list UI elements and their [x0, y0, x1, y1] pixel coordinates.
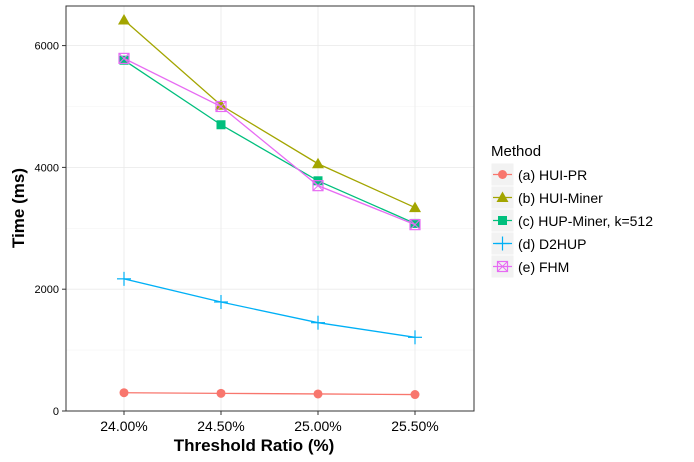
series-line	[123, 278, 416, 338]
legend-item: (c) HUP-Miner, k=512	[490, 208, 653, 233]
legend-marker	[496, 260, 509, 273]
data-point	[311, 315, 325, 330]
x-tick-label: 24.00%	[100, 418, 147, 434]
legend: Method (a) HUI-PR (b) HUI-Miner (c) HUP-Mi…	[490, 143, 653, 279]
series-2	[118, 14, 421, 213]
legend-label: (b) HUI-Miner	[518, 190, 603, 206]
x-tick-label: 24.50%	[197, 418, 244, 434]
data-point	[215, 100, 227, 113]
data-point	[216, 120, 226, 130]
data-point	[312, 157, 324, 169]
y-tick-label: 6000	[35, 41, 59, 53]
data-point	[313, 389, 323, 399]
series-line	[123, 57, 416, 226]
series-line	[123, 19, 416, 209]
data-point	[117, 271, 131, 286]
data-point	[409, 201, 421, 213]
series-5	[118, 52, 421, 231]
x-tick-label: 25.00%	[294, 418, 341, 434]
series-1	[119, 388, 420, 400]
legend-item: (b) HUI-Miner	[490, 185, 603, 210]
data-point	[409, 219, 421, 231]
series-4	[117, 271, 422, 345]
x-axis-title: Threshold Ratio (%)	[174, 436, 335, 455]
legend-marker	[498, 170, 507, 179]
series-line	[123, 59, 416, 225]
data-point	[215, 99, 227, 110]
data-point	[118, 14, 130, 25]
legend-item: (e) FHM	[490, 254, 569, 279]
legend-item: (a) HUI-PR	[490, 162, 587, 187]
y-axis-title: Time (ms)	[9, 168, 28, 248]
data-point	[214, 294, 228, 309]
legend-marker	[496, 191, 509, 202]
data-point	[408, 330, 422, 345]
x-tick-label: 25.50%	[391, 418, 438, 434]
y-tick-label: 4000	[35, 162, 59, 174]
data-point	[119, 55, 129, 65]
legend-label: (a) HUI-PR	[518, 167, 587, 183]
legend-label: (e) FHM	[518, 259, 569, 275]
plot-panel-border	[65, 5, 475, 412]
y-tick-label: 0	[53, 406, 59, 418]
axes: 0 2000 4000 6000 24.00% 24.50% 25.00% 25.50%	[35, 41, 439, 434]
data-point	[216, 388, 226, 398]
legend-marker	[495, 236, 510, 251]
data-point	[118, 52, 130, 64]
legend-marker	[498, 216, 507, 225]
data-point	[312, 180, 324, 192]
data-point	[119, 388, 129, 398]
data-point	[410, 218, 420, 228]
data-point	[410, 390, 420, 400]
legend-label: (d) D2HUP	[518, 236, 586, 252]
legend-label: (c) HUP-Miner, k=512	[518, 213, 653, 229]
legend-item: (d) D2HUP	[490, 231, 586, 256]
y-tick-label: 2000	[35, 284, 59, 296]
series-group	[117, 14, 422, 400]
series-line	[123, 392, 416, 396]
legend-title: Method	[491, 143, 541, 160]
